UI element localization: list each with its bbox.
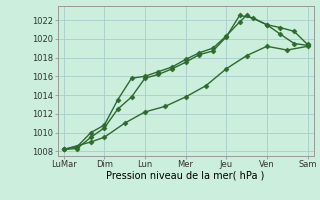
X-axis label: Pression niveau de la mer( hPa ): Pression niveau de la mer( hPa ) <box>107 171 265 181</box>
